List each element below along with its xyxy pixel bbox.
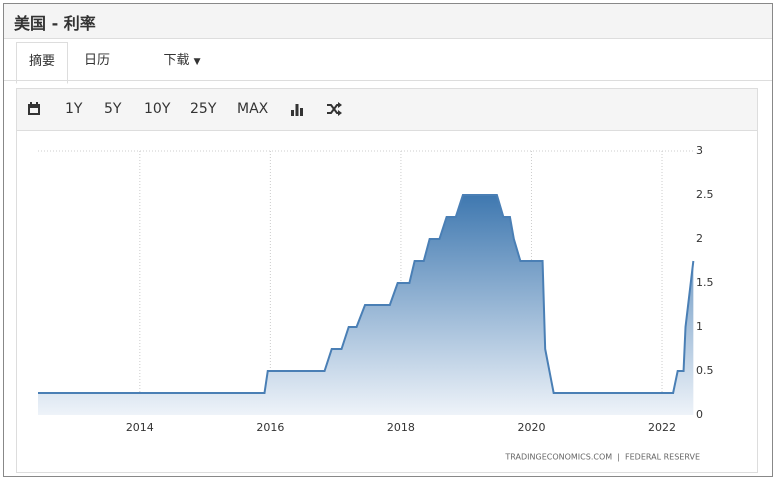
bar-chart-icon[interactable] [290, 102, 304, 116]
source: TRADINGECONOMICS.COM | FEDERAL RESERVE [504, 453, 700, 462]
y-tick-label: 1 [696, 320, 703, 333]
y-tick-label: 2 [696, 232, 703, 245]
x-tick-label: 2018 [387, 421, 415, 434]
dropdown-caret: ▼ [193, 57, 201, 67]
range-button[interactable]: 1Y [65, 101, 83, 117]
y-tick-label: 0.5 [696, 364, 714, 377]
range-button[interactable]: 10Y [144, 101, 171, 117]
tab[interactable]: 下载 ▼ [152, 42, 212, 82]
line [38, 194, 695, 394]
x-tick-label: 2020 [517, 421, 545, 434]
tab-divider [4, 80, 772, 81]
tab[interactable]: 日历 [83, 53, 110, 68]
toolbar: 1Y 5Y 10Y 25Y MAX [16, 88, 758, 131]
x-tick-label: 2022 [648, 421, 676, 434]
x-tick-label: 2014 [126, 421, 154, 434]
y-tick-label: 3 [696, 144, 703, 157]
title-bar: 美国 - 利率 [4, 4, 772, 39]
shuffle-icon[interactable] [326, 102, 342, 116]
tab[interactable]: 摘要 [16, 42, 68, 84]
range-button[interactable]: MAX [237, 101, 269, 117]
range-button[interactable]: 5Y [104, 101, 122, 117]
frame: 美国 - 利率 摘要 日历 下载 ▼ 1Y 5Y 10Y 25Y MAX [3, 3, 773, 477]
tab-label: 下载 [163, 53, 190, 68]
y-tick-label: 0 [696, 408, 703, 421]
y-tick-label: 1.5 [696, 276, 714, 289]
chart-panel [16, 130, 758, 473]
y-tick-label: 2.5 [696, 188, 714, 201]
range-button[interactable]: 25Y [190, 101, 217, 117]
page-title: 美国 - 利率 [14, 14, 96, 33]
x-tick-label: 2016 [256, 421, 284, 434]
calendar-icon[interactable] [27, 102, 41, 116]
